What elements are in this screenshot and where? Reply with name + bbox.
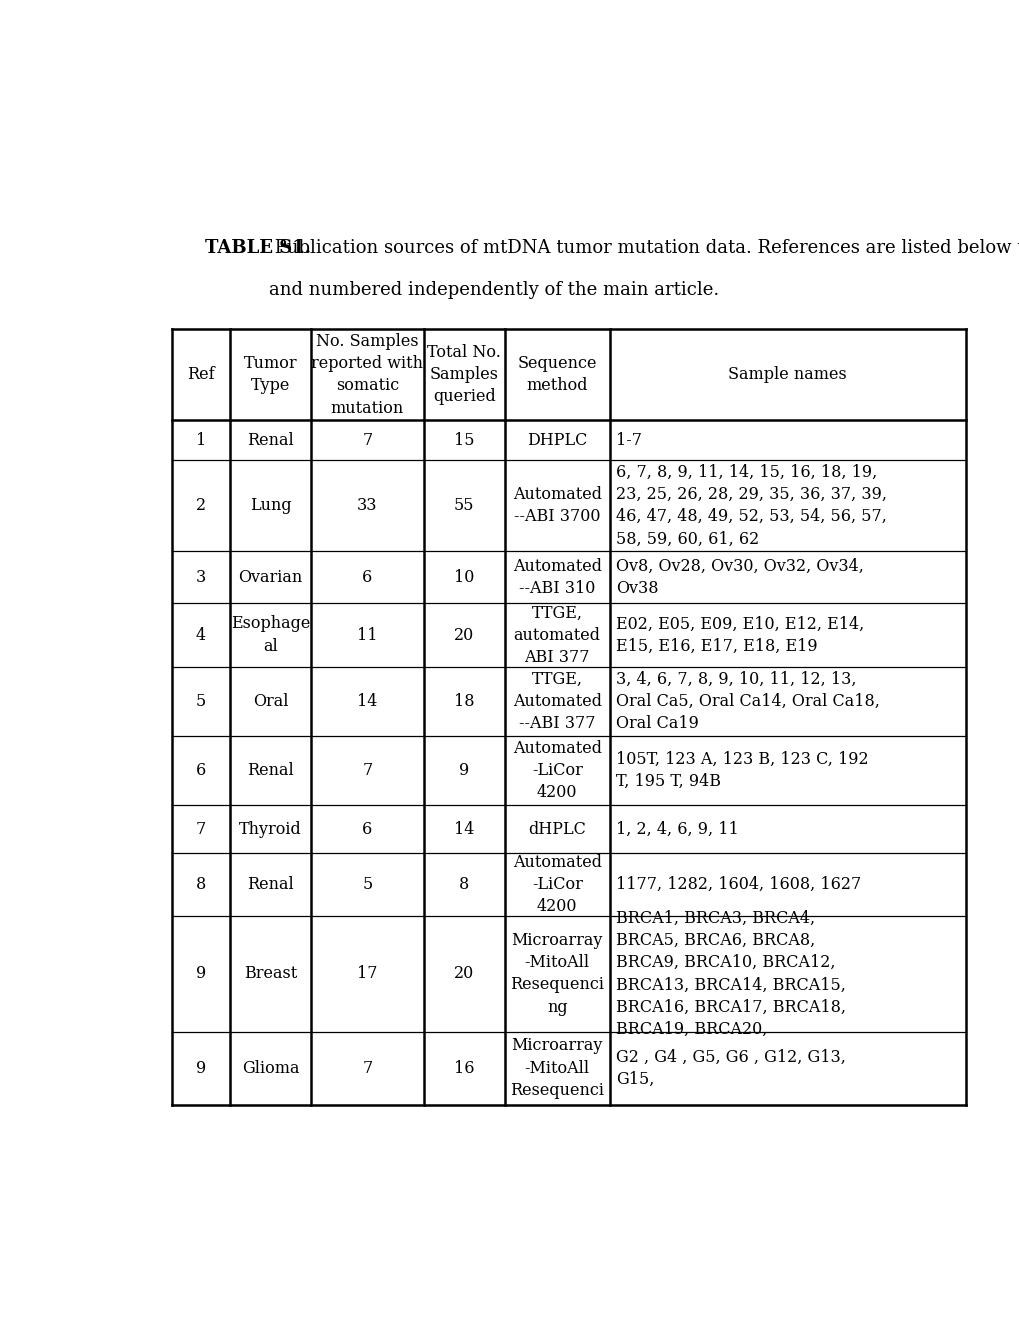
Text: 9: 9 — [196, 965, 206, 982]
Text: 4: 4 — [196, 627, 206, 644]
Text: Lung: Lung — [250, 498, 291, 515]
Text: 6: 6 — [196, 762, 206, 779]
Text: 16: 16 — [453, 1060, 474, 1077]
Text: 7: 7 — [362, 1060, 372, 1077]
Text: TTGE,
Automated
--ABI 377: TTGE, Automated --ABI 377 — [513, 671, 601, 733]
Text: 6, 7, 8, 9, 11, 14, 15, 16, 18, 19,
23, 25, 26, 28, 29, 35, 36, 37, 39,
46, 47, : 6, 7, 8, 9, 11, 14, 15, 16, 18, 19, 23, … — [615, 463, 886, 548]
Text: 1177, 1282, 1604, 1608, 1627: 1177, 1282, 1604, 1608, 1627 — [615, 876, 860, 894]
Text: 1, 2, 4, 6, 9, 11: 1, 2, 4, 6, 9, 11 — [615, 821, 738, 838]
Text: 1: 1 — [196, 432, 206, 449]
Text: Renal: Renal — [247, 876, 293, 894]
Text: Renal: Renal — [247, 762, 293, 779]
Text: BRCA1, BRCA3, BRCA4,
BRCA5, BRCA6, BRCA8,
BRCA9, BRCA10, BRCA12,
BRCA13, BRCA14,: BRCA1, BRCA3, BRCA4, BRCA5, BRCA6, BRCA8… — [615, 909, 845, 1038]
Text: 6: 6 — [362, 821, 372, 838]
Text: 7: 7 — [362, 762, 372, 779]
Text: Automated
--ABI 3700: Automated --ABI 3700 — [513, 486, 601, 525]
Text: Automated
-LiCor
4200: Automated -LiCor 4200 — [513, 854, 601, 915]
Text: Ref: Ref — [186, 366, 214, 383]
Text: 7: 7 — [196, 821, 206, 838]
Text: 7: 7 — [362, 432, 372, 449]
Text: 2: 2 — [196, 498, 206, 515]
Text: 10: 10 — [453, 569, 474, 586]
Text: 55: 55 — [453, 498, 474, 515]
Text: 5: 5 — [196, 693, 206, 710]
Text: Microarray
-MitoAll
Resequenci: Microarray -MitoAll Resequenci — [510, 1038, 603, 1098]
Text: 105T, 123 A, 123 B, 123 C, 192
T, 195 T, 94B: 105T, 123 A, 123 B, 123 C, 192 T, 195 T,… — [615, 751, 867, 791]
Text: dHPLC: dHPLC — [528, 821, 586, 838]
Text: 14: 14 — [453, 821, 474, 838]
Text: Ov8, Ov28, Ov30, Ov32, Ov34,
Ov38: Ov8, Ov28, Ov30, Ov32, Ov34, Ov38 — [615, 557, 863, 597]
Text: 11: 11 — [357, 627, 377, 644]
Text: 17: 17 — [357, 965, 377, 982]
Text: No. Samples
reported with
somatic
mutation: No. Samples reported with somatic mutati… — [311, 333, 423, 417]
Text: Esophage
al: Esophage al — [230, 615, 310, 655]
Text: 6: 6 — [362, 569, 372, 586]
Text: Sequence
method: Sequence method — [517, 355, 596, 395]
Text: 3: 3 — [196, 569, 206, 586]
Text: 15: 15 — [453, 432, 474, 449]
Text: 8: 8 — [459, 876, 469, 894]
Text: 9: 9 — [196, 1060, 206, 1077]
Text: 14: 14 — [357, 693, 377, 710]
Text: TTGE,
automated
ABI 377: TTGE, automated ABI 377 — [514, 605, 600, 665]
Text: Oral: Oral — [253, 693, 288, 710]
Text: 18: 18 — [453, 693, 474, 710]
Text: 33: 33 — [357, 498, 377, 515]
Text: Thyroid: Thyroid — [238, 821, 302, 838]
Text: Microarray
-MitoAll
Resequenci
ng: Microarray -MitoAll Resequenci ng — [510, 932, 603, 1015]
Text: Breast: Breast — [244, 965, 297, 982]
Text: Ovarian: Ovarian — [238, 569, 303, 586]
Text: 20: 20 — [453, 965, 474, 982]
Text: Renal: Renal — [247, 432, 293, 449]
Text: Glioma: Glioma — [242, 1060, 299, 1077]
Text: 20: 20 — [453, 627, 474, 644]
Text: E02, E05, E09, E10, E12, E14,
E15, E16, E17, E18, E19: E02, E05, E09, E10, E12, E14, E15, E16, … — [615, 615, 863, 655]
Text: 5: 5 — [362, 876, 372, 894]
Text: Automated
--ABI 310: Automated --ABI 310 — [513, 557, 601, 597]
Text: 3, 4, 6, 7, 8, 9, 10, 11, 12, 13,
Oral Ca5, Oral Ca14, Oral Ca18,
Oral Ca19: 3, 4, 6, 7, 8, 9, 10, 11, 12, 13, Oral C… — [615, 671, 878, 733]
Text: TABLE S1.: TABLE S1. — [205, 239, 311, 257]
Text: DHPLC: DHPLC — [527, 432, 587, 449]
Text: Total No.
Samples
queried: Total No. Samples queried — [427, 345, 500, 405]
Text: Publication sources of mtDNA tumor mutation data. References are listed below th: Publication sources of mtDNA tumor mutat… — [268, 239, 1019, 298]
Text: Automated
-LiCor
4200: Automated -LiCor 4200 — [513, 739, 601, 801]
Text: 1-7: 1-7 — [615, 432, 641, 449]
Text: Sample names: Sample names — [728, 366, 847, 383]
Text: G2 , G4 , G5, G6 , G12, G13,
G15,: G2 , G4 , G5, G6 , G12, G13, G15, — [615, 1048, 845, 1088]
Text: Tumor
Type: Tumor Type — [244, 355, 297, 395]
Text: 8: 8 — [196, 876, 206, 894]
Text: 9: 9 — [459, 762, 469, 779]
